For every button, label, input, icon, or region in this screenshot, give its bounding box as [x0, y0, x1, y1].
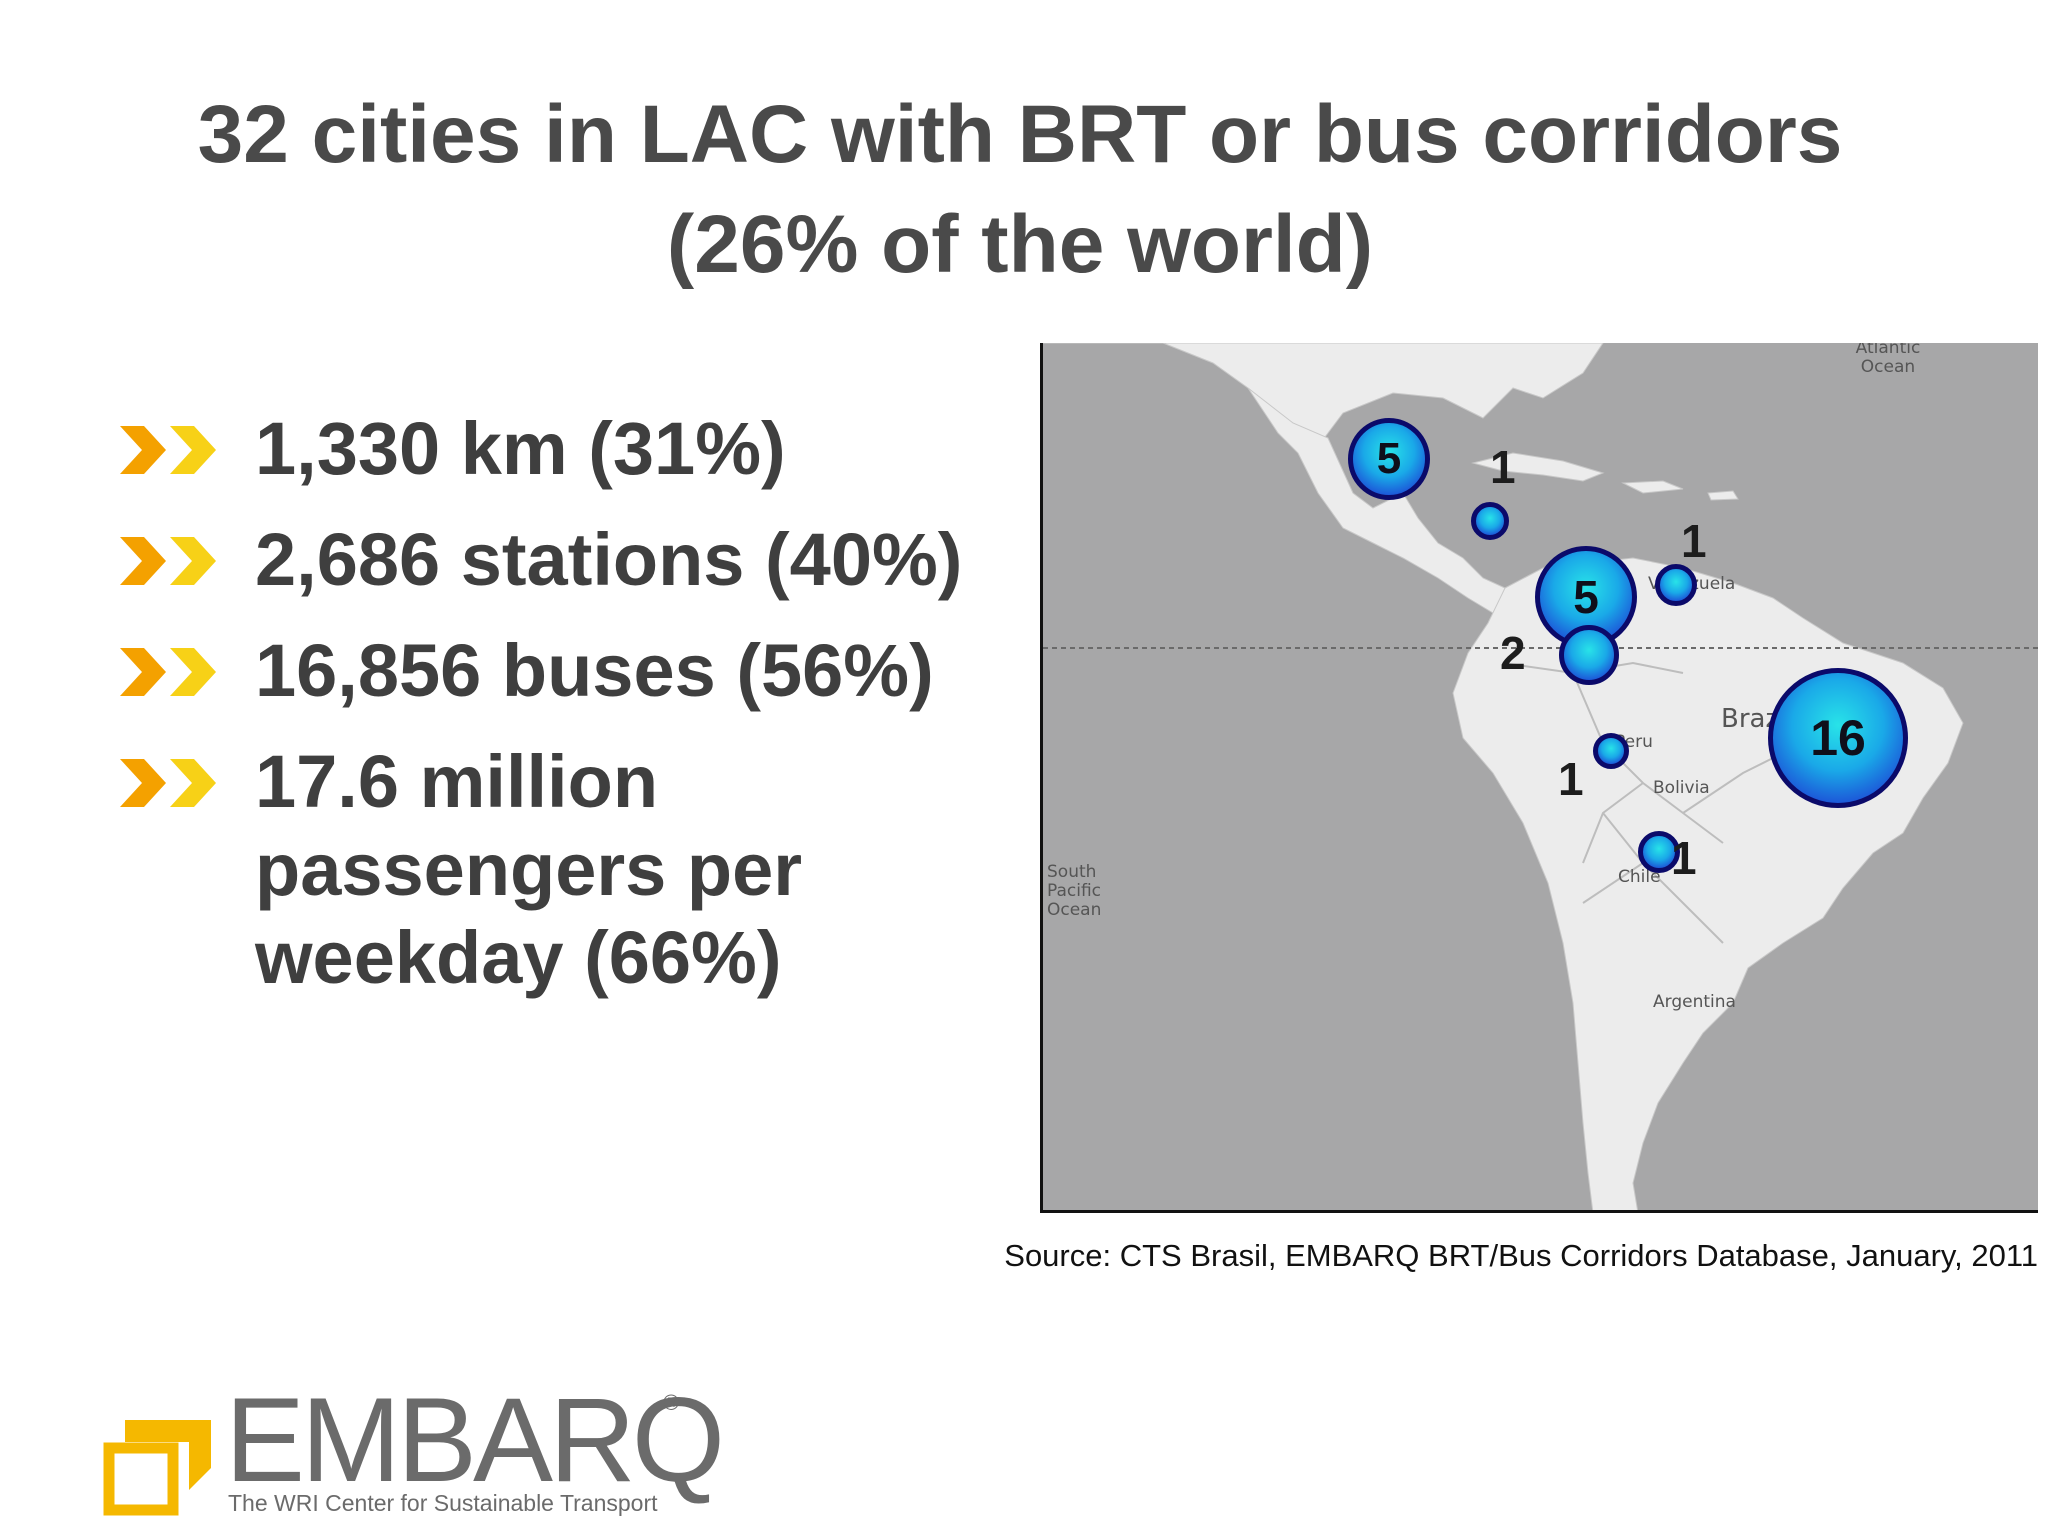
- stat-text: 16,856 buses (56%): [255, 629, 934, 712]
- marker-count: 16: [1810, 710, 1866, 766]
- double-chevron-icon: [120, 426, 216, 474]
- map-label-pacific: South Pacific Ocean: [1047, 862, 1102, 920]
- double-chevron-icon: [120, 759, 216, 807]
- stat-item-stations: 2,686 stations (40%): [120, 516, 1040, 604]
- stat-item-km: 1,330 km (31%): [120, 405, 1040, 493]
- city-cluster-marker-ecuador[interactable]: [1559, 625, 1619, 685]
- logo-wordmark: EMBARQ: [225, 1373, 725, 1507]
- marker-count-label: 2: [1500, 627, 1526, 679]
- city-cluster-marker-peru[interactable]: [1593, 733, 1629, 769]
- map-label-chile: Chile: [1618, 867, 1661, 887]
- map-label-bolivia: Bolivia: [1653, 778, 1710, 798]
- marker-count-label: 1: [1681, 515, 1707, 567]
- stat-text: 2,686 stations (40%): [255, 518, 963, 601]
- slide-title-line-2: (26% of the world): [666, 199, 1374, 290]
- city-cluster-marker-guatemala[interactable]: [1471, 502, 1509, 540]
- slide-title-line-1: 32 cities in LAC with BRT or bus corrido…: [197, 89, 1843, 180]
- stat-item-passengers: 17.6 million passengers per weekday (66%…: [120, 738, 1040, 1002]
- city-cluster-marker-chile[interactable]: [1638, 831, 1680, 873]
- double-chevron-icon: [120, 648, 216, 696]
- embarq-logo: EMBARQ ® The WRI Center for Sustainable …: [103, 1380, 725, 1530]
- source-citation: Source: CTS Brasil, EMBARQ BRT/Bus Corri…: [1004, 1238, 2038, 1273]
- city-cluster-marker-venezuela[interactable]: [1655, 564, 1697, 606]
- marker-count: 5: [1376, 434, 1402, 483]
- embarq-logo-mark-icon: [103, 1420, 211, 1516]
- map-label-atlantic: Atlantic Ocean: [1855, 343, 1921, 377]
- city-cluster-marker-colombia[interactable]: 5: [1535, 546, 1637, 648]
- stat-item-buses: 16,856 buses (56%): [120, 627, 1040, 715]
- slide-title: 32 cities in LAC with BRT or bus corrido…: [60, 80, 1980, 300]
- city-cluster-marker-mexico[interactable]: 5: [1348, 418, 1430, 500]
- latin-america-map: Atlantic Ocean South Pacific Ocean Brazi…: [1040, 343, 2038, 1213]
- stat-text: 17.6 million passengers per weekday (66%…: [255, 740, 803, 999]
- logo-tagline: The WRI Center for Sustainable Transport: [228, 1490, 658, 1516]
- city-cluster-marker-brazil[interactable]: 16: [1768, 668, 1908, 808]
- marker-count-label: 1: [1671, 832, 1697, 884]
- marker-count-label: 1: [1558, 753, 1584, 805]
- stats-list: 1,330 km (31%) 2,686 stations (40%) 16,8…: [120, 405, 1040, 1025]
- map-label-argentina: Argentina: [1653, 992, 1736, 1012]
- marker-count: 5: [1573, 571, 1599, 623]
- marker-count-label: 1: [1490, 441, 1516, 493]
- double-chevron-icon: [120, 537, 216, 585]
- stat-text: 1,330 km (31%): [255, 407, 786, 490]
- registered-mark: ®: [663, 1390, 680, 1415]
